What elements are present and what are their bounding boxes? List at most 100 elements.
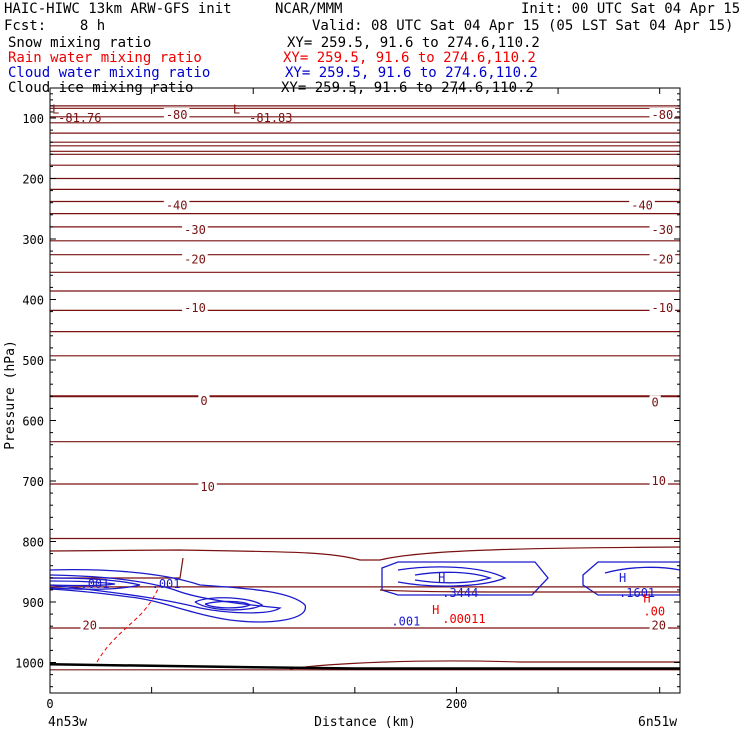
isotherm-line-19: [50, 309, 680, 312]
rain-contour-dashed: [96, 584, 161, 663]
isotherm-line-1: [50, 107, 680, 110]
forecast-hour: Fcst: 8 h: [4, 18, 106, 34]
isotherm-line-8: [50, 153, 680, 156]
isotherm-label-10: 0: [200, 394, 207, 408]
isotherm-label-14: 20: [83, 619, 97, 633]
cloud-water-contour-2: [194, 597, 264, 611]
extremum-label-13: H: [643, 591, 650, 605]
isotherm-line-7: [50, 150, 680, 153]
extremum-label-1: -81.76: [58, 111, 101, 125]
init-time: Init: 00 UTC Sat 04 Apr 15: [521, 1, 740, 17]
cloud-water-contour-0: [50, 569, 306, 623]
isotherm-label-bg-3: [629, 198, 655, 212]
y-tick-label-2: 300: [22, 233, 44, 247]
extremum-label-11: H: [432, 603, 439, 617]
cloud-water-contour-9: [582, 561, 680, 596]
isotherm-line-12: [50, 200, 680, 203]
extremum-label-7: .1601: [619, 586, 655, 600]
isotherm-label-bg-0: [163, 107, 190, 121]
extremum-label-4: H: [438, 571, 445, 585]
isotherm-line-23: [50, 440, 680, 443]
chart-title: HAIC-HIWC 13km ARW-GFS init: [4, 1, 232, 17]
extremum-label-2: L: [233, 103, 240, 117]
isotherm-label-bg-1: [649, 107, 676, 121]
extremum-label-9: .001: [152, 577, 181, 591]
isotherm-line-11: [50, 188, 680, 191]
y-tick-label-8: 900: [22, 596, 44, 610]
x-tick-label-0: 0: [46, 697, 53, 711]
y-tick-label-6: 700: [22, 475, 44, 489]
cloud-water-contour-6: [381, 561, 549, 596]
isotherm-line-27: [50, 627, 680, 629]
isotherm-label-7: -20: [652, 253, 674, 267]
extremum-label-5: .3444: [442, 586, 478, 600]
organization-label: NCAR/MMM: [275, 1, 343, 17]
isotherm-line-25: [50, 537, 680, 540]
y-tick-label-4: 500: [22, 354, 44, 368]
isotherm-line-24: [50, 483, 680, 485]
y-tick-label-0: 100: [22, 112, 44, 126]
extremum-label-14: .00: [643, 605, 665, 619]
isotherm-line-6: [50, 144, 680, 147]
x-tick-label-4: 200: [446, 697, 468, 711]
terrain-line: [50, 663, 680, 670]
x-endpoint-right: 6n51w: [638, 715, 677, 730]
y-tick-label-5: 600: [22, 415, 44, 429]
isotherm-label-6: -20: [184, 253, 206, 267]
extremum-label-0: L: [52, 103, 59, 117]
field-snow-label: Snow mixing ratio: [8, 35, 152, 51]
cloud-water-contour-8: [414, 571, 493, 584]
valid-time: Valid: 08 UTC Sat 04 Apr 15 (05 LST Sat …: [312, 18, 734, 34]
cloud-water-contour-10: [604, 566, 680, 574]
isotherm-line-22: [50, 395, 680, 398]
plot-frame: [49, 87, 681, 694]
cloud-water-contour-5: [50, 580, 116, 587]
isotherm-line-low-2: [50, 557, 184, 579]
x-axis-label: Distance (km): [314, 715, 416, 730]
field-cloudwater-xy: XY= 259.5, 91.6 to 274.6,110.2: [285, 65, 538, 81]
isotherm-label-bg-7: [649, 252, 676, 266]
field-cloudwater-label: Cloud water mixing ratio: [8, 65, 211, 81]
isotherm-label-bg-15: [649, 618, 668, 632]
isotherm-line-16: [50, 253, 680, 256]
isotherm-label-15: 20: [652, 619, 666, 633]
isotherm-label-bg-13: [649, 474, 668, 487]
isotherm-line-20: [50, 330, 680, 333]
isotherm-label-3: -40: [631, 199, 653, 213]
isotherm-line-21: [50, 354, 680, 357]
isotherm-line-26: [50, 586, 680, 588]
extremum-label-12: .00011: [442, 612, 485, 626]
isotherm-label-bg-4: [182, 222, 208, 236]
y-tick-label-1: 200: [22, 173, 44, 187]
isotherm-label-4: -30: [184, 223, 206, 237]
cloud-water-contour-3: [204, 600, 252, 609]
isotherm-label-12: 10: [200, 480, 214, 494]
isotherm-label-bg-11: [649, 395, 661, 409]
isotherm-line-18: [50, 290, 680, 292]
isotherm-line-4: [50, 132, 680, 134]
y-axis-label: Pressure (hPa): [3, 340, 18, 450]
isotherm-line-14: [50, 226, 680, 228]
isotherm-line-5: [50, 141, 680, 144]
x-endpoint-left: 4n53w: [48, 715, 87, 730]
isotherm-label-5: -30: [652, 223, 674, 237]
extremum-label-10: .001: [391, 614, 420, 628]
isotherm-label-9: -10: [652, 301, 674, 315]
isotherm-label-0: -80: [166, 108, 188, 122]
y-tick-label-7: 800: [22, 536, 44, 550]
isotherm-label-bg-10: [198, 394, 210, 408]
isotherm-label-2: -40: [166, 199, 188, 213]
isotherm-line-15: [50, 239, 680, 242]
isotherm-line-13: [50, 212, 680, 215]
cloud-water-contour-4: [50, 577, 141, 590]
isotherm-label-bg-12: [198, 480, 217, 494]
isotherm-label-bg-6: [182, 252, 208, 266]
isotherm-line-3: [50, 121, 680, 124]
isotherm-line-9: [50, 164, 680, 167]
isotherm-label-8: -10: [184, 301, 206, 315]
isotherm-line-10: [50, 177, 680, 180]
extremum-label-3: -81.83: [249, 111, 292, 125]
isotherm-label-1: -80: [652, 108, 674, 122]
